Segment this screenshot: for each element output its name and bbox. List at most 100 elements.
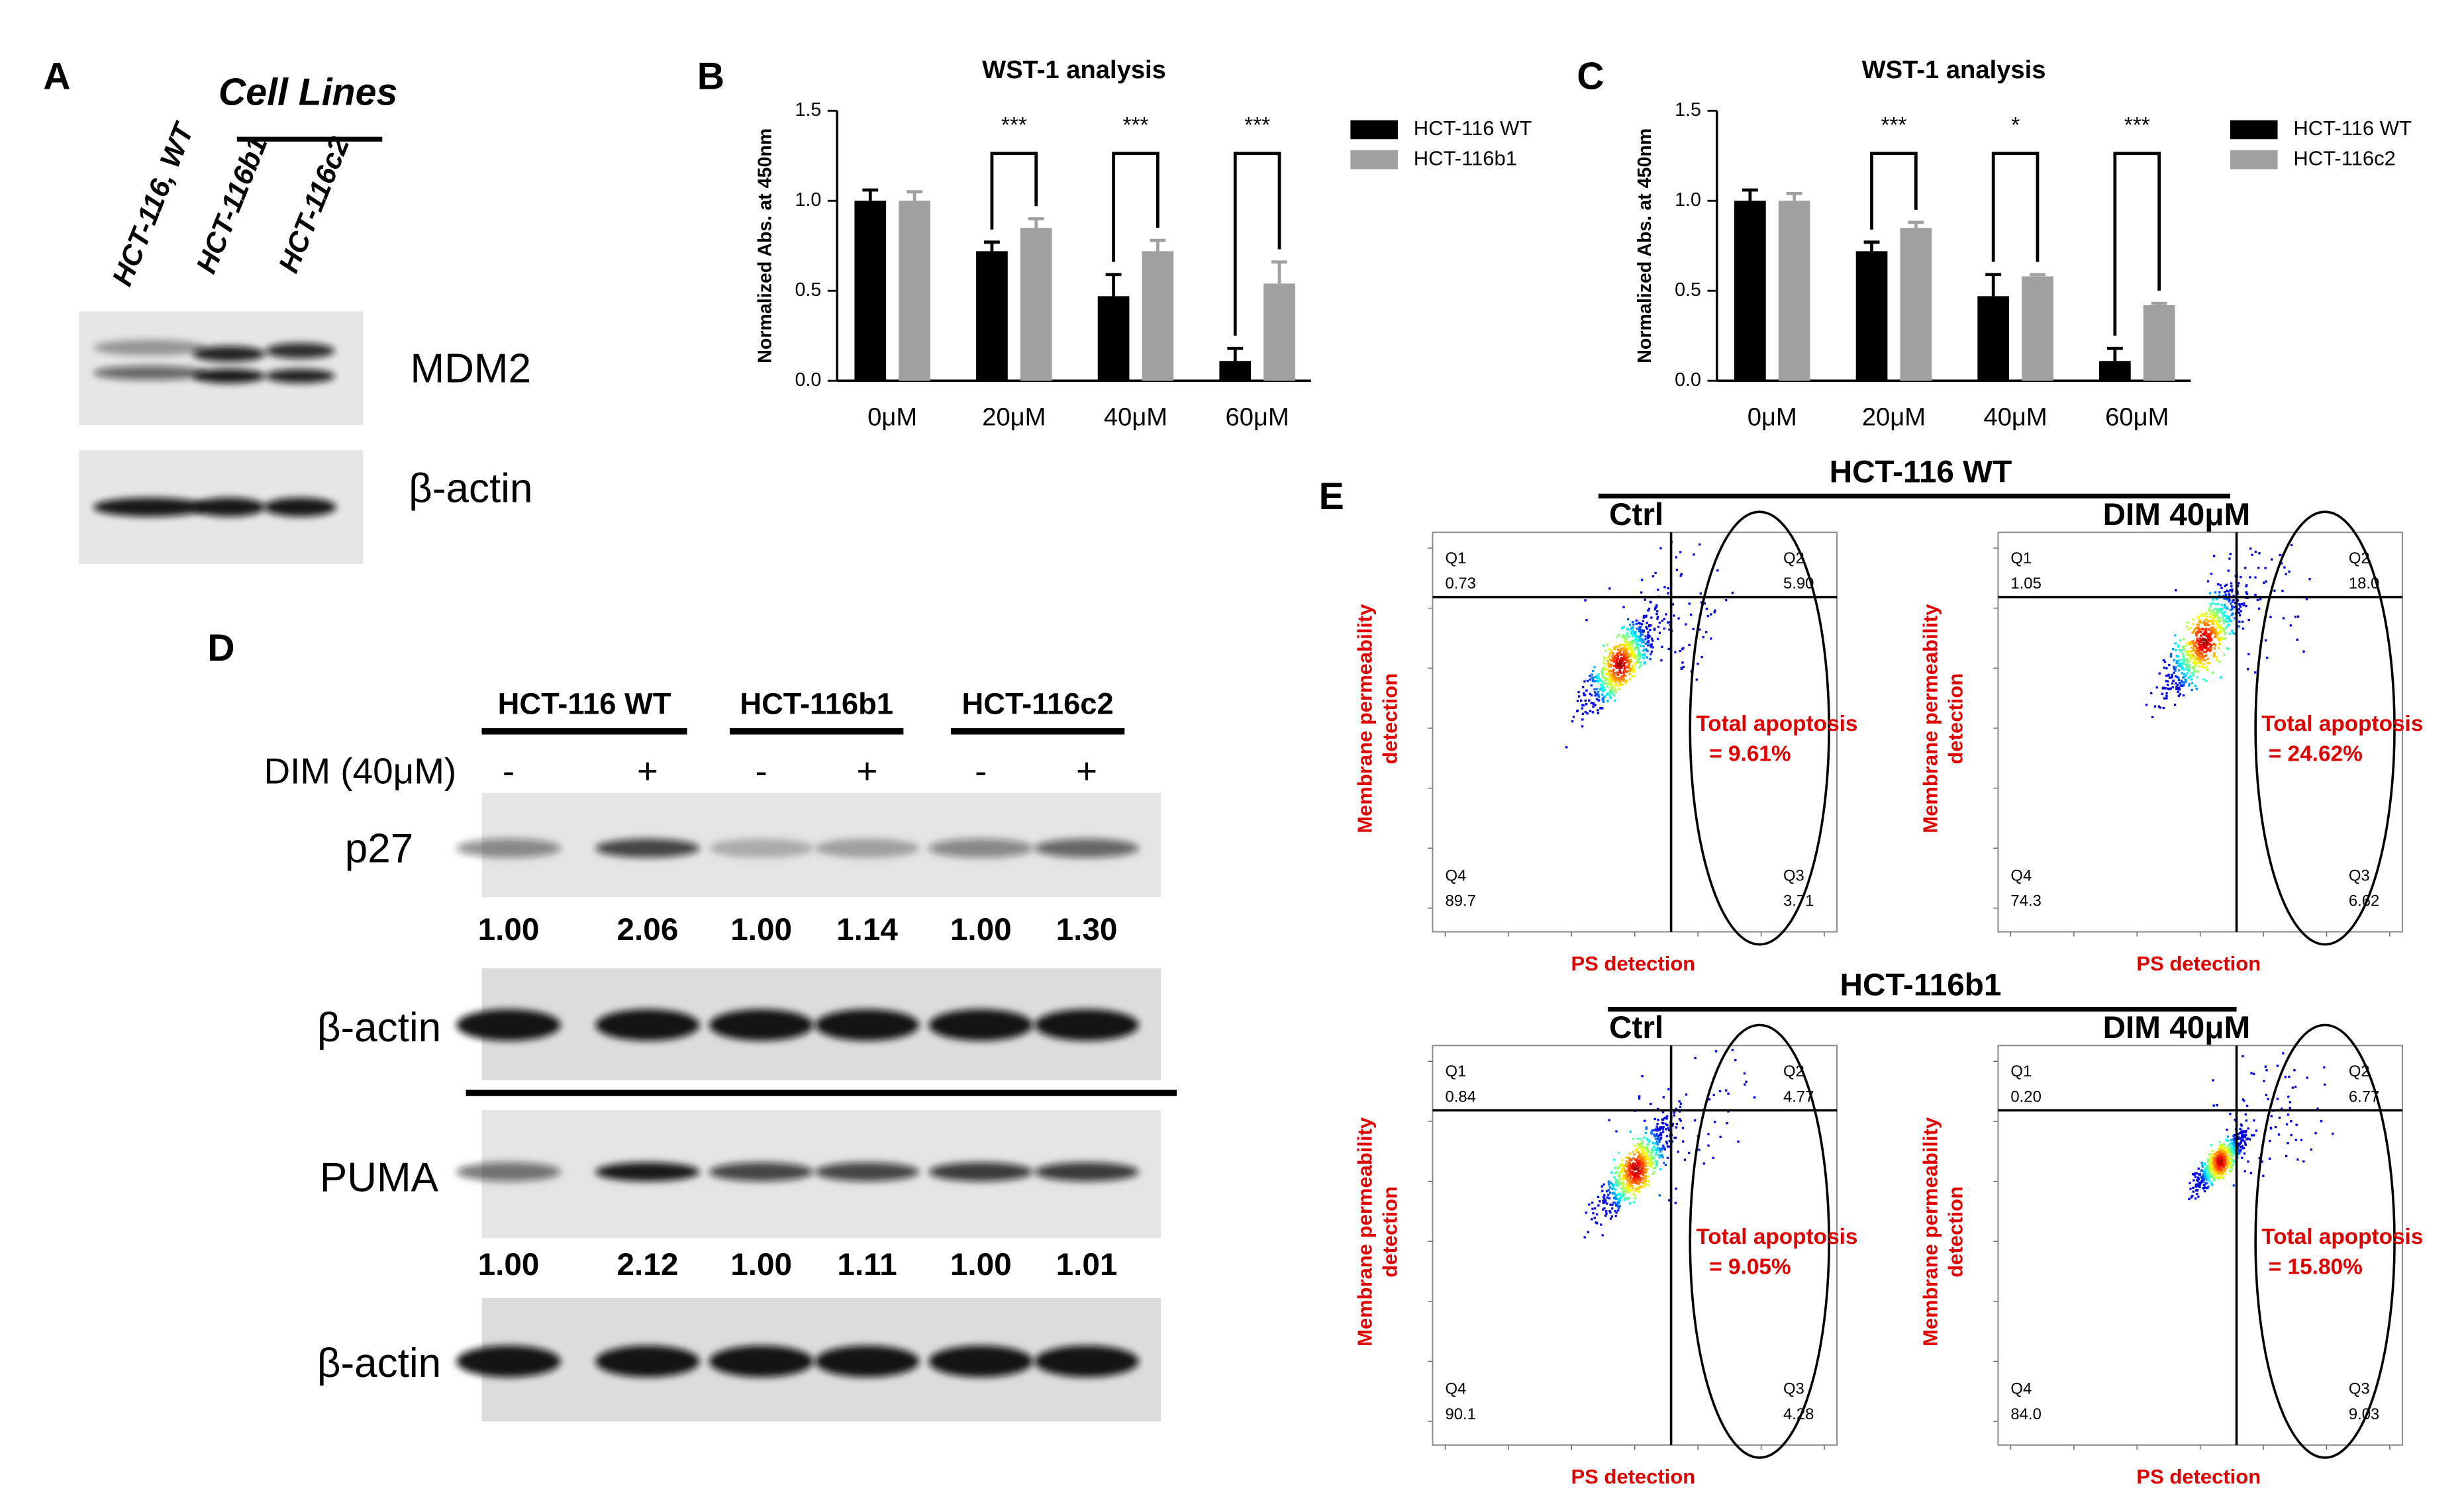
- event-dot: [2305, 598, 2308, 600]
- event-dot: [1597, 1204, 1600, 1207]
- event-dot: [2186, 660, 2189, 663]
- event-dot: [2181, 645, 2185, 648]
- event-dot: [1656, 637, 1659, 641]
- event-dot: [1612, 694, 1616, 696]
- event-dot: [1640, 661, 1642, 664]
- event-dot: [1650, 616, 1653, 619]
- event-dot: [1614, 1202, 1617, 1204]
- event-dot: [1618, 1197, 1621, 1200]
- event-dot: [2186, 661, 2189, 664]
- event-dot: [2225, 618, 2228, 620]
- event-dot: [2263, 1080, 2265, 1082]
- event-dot: [2221, 1156, 2224, 1160]
- event-dot: [1626, 1198, 1629, 1201]
- event-dot: [2171, 682, 2174, 684]
- event-dot: [1638, 1097, 1641, 1100]
- event-dot: [2157, 705, 2161, 708]
- event-dot: [1609, 696, 1612, 700]
- event-dot: [1633, 648, 1636, 651]
- event-dot: [1622, 676, 1625, 679]
- event-dot: [1612, 1158, 1616, 1161]
- event-dot: [1651, 1172, 1655, 1175]
- event-dot: [2216, 1157, 2219, 1160]
- event-dot: [2204, 1170, 2207, 1172]
- y-tick-label: 1.5: [795, 99, 822, 120]
- event-dot: [1623, 656, 1626, 659]
- event-dot: [1585, 619, 1588, 622]
- event-dot: [2295, 1123, 2298, 1126]
- event-dot: [1576, 710, 1579, 713]
- event-dot: [2264, 1065, 2267, 1068]
- event-dot: [1620, 1194, 1624, 1198]
- event-dot: [2237, 1133, 2240, 1136]
- treatment-sign: +: [1076, 751, 1097, 792]
- event-dot: [1596, 677, 1599, 679]
- event-dot: [2227, 590, 2230, 593]
- event-dot: [2187, 660, 2190, 663]
- event-dot: [2210, 1170, 2214, 1173]
- event-dot: [1679, 575, 1682, 577]
- panel-label: D: [207, 627, 234, 669]
- event-dot: [2210, 1168, 2212, 1171]
- event-dot: [2293, 1069, 2296, 1072]
- event-dot: [2237, 1147, 2240, 1150]
- event-dot: [2242, 604, 2245, 606]
- event-dot: [2288, 1075, 2291, 1078]
- event-dot: [1668, 1129, 1671, 1131]
- event-dot: [1602, 1183, 1605, 1186]
- event-dot: [1610, 650, 1612, 653]
- event-dot: [1624, 636, 1628, 639]
- event-dot: [1618, 662, 1620, 665]
- event-dot: [2220, 1169, 2223, 1172]
- event-dot: [1700, 601, 1703, 604]
- event-dot: [2175, 687, 2178, 690]
- event-dot: [1608, 663, 1610, 666]
- event-dot: [2206, 634, 2209, 637]
- event-dot: [2212, 598, 2214, 601]
- event-dot: [1636, 1177, 1640, 1180]
- event-dot: [1745, 1080, 1748, 1083]
- event-dot: [1636, 1151, 1639, 1154]
- event-dot: [1634, 1164, 1638, 1168]
- x-axis-label: PS detection: [1571, 1465, 1695, 1488]
- bar: [1977, 296, 2010, 381]
- event-dot: [1604, 668, 1606, 671]
- treatment-label: DIM (40μM): [264, 751, 457, 792]
- event-dot: [1613, 655, 1616, 657]
- event-dot: [1635, 656, 1638, 659]
- event-dot: [1640, 637, 1643, 640]
- event-dot: [2207, 620, 2210, 622]
- event-dot: [2202, 1172, 2205, 1174]
- event-dot: [2289, 1106, 2291, 1109]
- event-dot: [1636, 1174, 1638, 1177]
- event-dot: [2163, 697, 2166, 700]
- event-dot: [2197, 626, 2200, 629]
- event-dot: [1699, 628, 1701, 631]
- event-dot: [2208, 1174, 2212, 1177]
- event-dot: [2212, 632, 2214, 634]
- event-dot: [2197, 658, 2200, 661]
- event-dot: [2232, 599, 2235, 602]
- event-dot: [2197, 624, 2200, 626]
- event-dot: [2198, 619, 2201, 622]
- event-dot: [2196, 1178, 2198, 1182]
- event-dot: [1612, 671, 1616, 675]
- y-axis-label: Membrane permeability: [1353, 1117, 1376, 1346]
- event-dot: [1698, 1149, 1700, 1151]
- event-dot: [1659, 1126, 1661, 1129]
- event-dot: [2202, 620, 2206, 623]
- event-dot: [2215, 1176, 2218, 1179]
- event-dot: [2259, 598, 2262, 600]
- event-dot: [1634, 638, 1636, 641]
- event-dot: [1622, 626, 1625, 628]
- apoptosis-label: Total apoptosis: [2261, 712, 2423, 736]
- event-dot: [2205, 612, 2208, 614]
- event-dot: [2202, 655, 2204, 659]
- event-dot: [1661, 1154, 1663, 1156]
- event-dot: [2206, 643, 2208, 647]
- event-dot: [1658, 1139, 1661, 1142]
- y-tick-label: 0.5: [795, 279, 822, 301]
- event-dot: [2219, 627, 2222, 630]
- event-dot: [2230, 1139, 2233, 1142]
- event-dot: [1614, 689, 1617, 692]
